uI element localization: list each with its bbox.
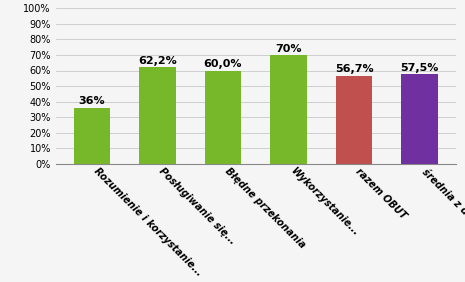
Text: 70%: 70% <box>275 44 302 54</box>
Text: 56,7%: 56,7% <box>335 64 373 74</box>
Text: 60,0%: 60,0% <box>204 59 242 69</box>
Bar <box>271 55 306 164</box>
Bar <box>205 70 241 164</box>
Bar <box>140 67 175 164</box>
Bar <box>336 76 372 164</box>
Bar <box>74 108 110 164</box>
Bar <box>401 74 438 164</box>
Text: 57,5%: 57,5% <box>400 63 438 73</box>
Text: 36%: 36% <box>79 96 105 107</box>
Text: 62,2%: 62,2% <box>138 56 177 66</box>
